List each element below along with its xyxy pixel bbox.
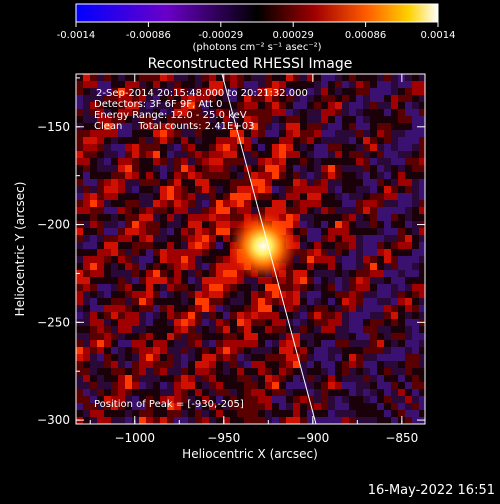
x-axis-label: Heliocentric X (arcsec) [182,447,318,461]
colorbar-tick-label: -0.00086 [126,30,171,41]
y-axis-label: Heliocentric Y (arcsec) [13,182,27,317]
solar-limb-line [221,74,317,424]
y-tick-label: −150 [37,120,70,134]
colorbar-tick-label: 0.0014 [421,30,456,41]
colorbar-gradient [75,3,439,23]
image-annotations: 2-Sep-2014 20:15:48.000 to 20:21:32.000 … [94,88,308,410]
plot-frame [75,73,426,425]
x-tick-label: −950 [207,431,240,445]
y-tick-label: −250 [37,315,70,329]
colorbar-tick-label: -0.0014 [57,30,96,41]
detectors-text: Detectors: 3F 6F 9F, Att 0 [94,99,222,110]
footer-timestamp: 16-May-2022 16:51 [368,483,495,498]
rhessi-image [76,74,425,424]
colorbar: -0.0014 -0.00086 -0.00029 0.00029 0.00086 0.0… [57,3,456,53]
axis-ticks: −1000 −950 −900 −850 −150 −200 −250 −300 [37,74,425,445]
energy-range-text: Energy Range: 12.0 - 25.0 keV [94,110,247,121]
x-tick-label: −1000 [114,431,155,445]
y-tick-label: −200 [37,218,70,232]
method-counts-text: Clean Total counts: 2.41E+03 [94,121,254,132]
plot-title: Reconstructed RHESSI Image [148,56,353,72]
y-tick-label: −300 [37,413,70,427]
colorbar-tick-label: 0.00086 [345,30,386,41]
flare-peak-source [229,212,297,280]
colorbar-ticks: -0.0014 -0.00086 -0.00029 0.00029 0.00086 0.0… [57,22,456,41]
peak-position-text: Position of Peak = [-930,-205] [94,399,244,410]
x-tick-label: −900 [296,431,329,445]
colorbar-tick-label: 0.00029 [273,30,314,41]
colorbar-tick-label: -0.00029 [198,30,243,41]
time-range-text: 2-Sep-2014 20:15:48.000 to 20:21:32.000 [96,88,308,99]
colorbar-units: (photons cm⁻² s⁻¹ asec⁻²) [192,42,321,53]
x-tick-label: −850 [385,431,418,445]
